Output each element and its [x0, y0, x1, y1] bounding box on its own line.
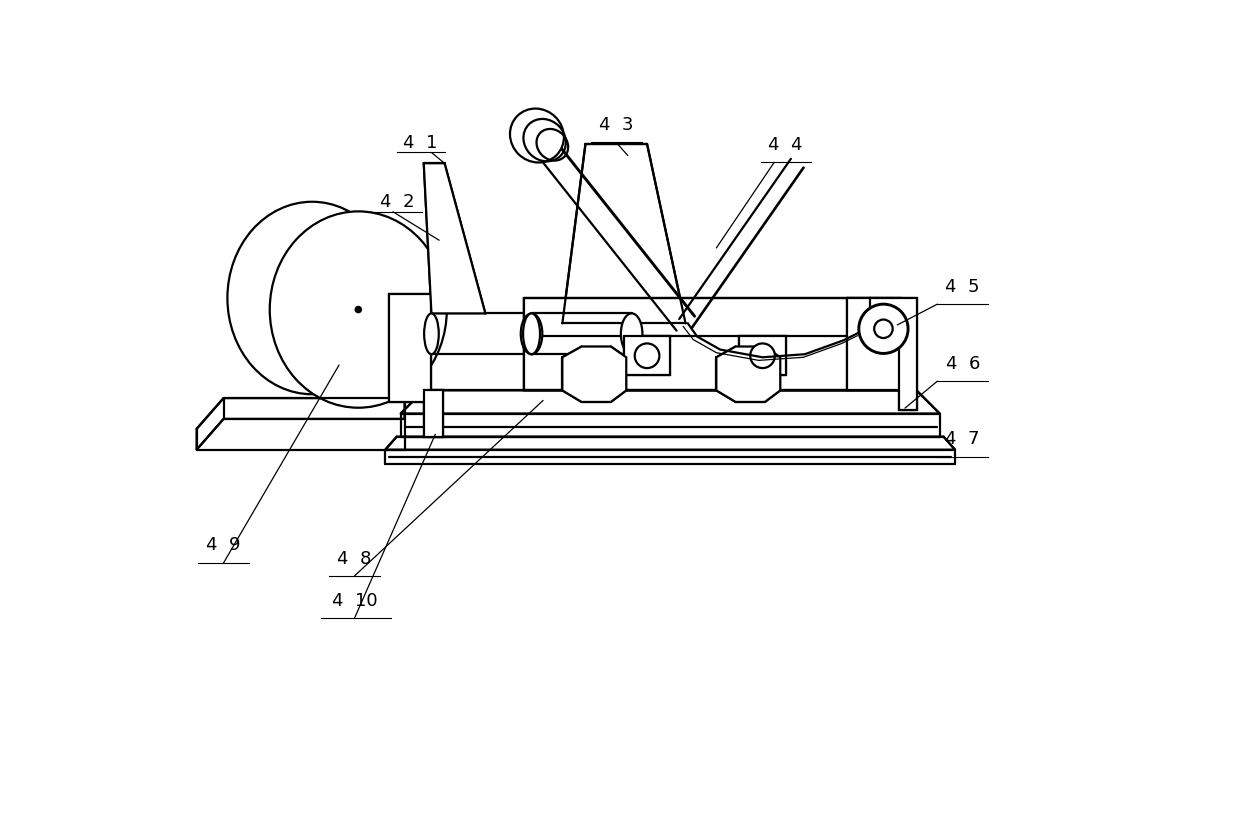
Text: 4  9: 4 9	[206, 536, 241, 554]
Polygon shape	[424, 390, 443, 437]
Polygon shape	[717, 346, 780, 402]
Circle shape	[635, 343, 660, 368]
Circle shape	[750, 343, 775, 368]
Polygon shape	[624, 337, 670, 375]
Text: 4  1: 4 1	[403, 134, 436, 152]
Ellipse shape	[270, 211, 446, 408]
Text: 4  3: 4 3	[599, 116, 634, 134]
Circle shape	[355, 306, 361, 313]
Polygon shape	[401, 390, 940, 413]
Polygon shape	[847, 298, 901, 390]
Text: 4  4: 4 4	[769, 136, 804, 154]
Polygon shape	[563, 346, 626, 402]
Polygon shape	[563, 144, 686, 324]
Ellipse shape	[510, 108, 564, 162]
Ellipse shape	[424, 314, 439, 355]
Text: 4  6: 4 6	[946, 355, 980, 372]
Polygon shape	[870, 298, 916, 410]
Text: 4  10: 4 10	[331, 592, 377, 610]
Polygon shape	[739, 337, 786, 375]
Ellipse shape	[621, 314, 642, 355]
Text: 4  8: 4 8	[337, 549, 372, 567]
Polygon shape	[386, 437, 955, 450]
Ellipse shape	[521, 314, 542, 355]
Polygon shape	[389, 294, 432, 402]
Circle shape	[859, 304, 908, 354]
Ellipse shape	[523, 314, 541, 355]
Text: 4  7: 4 7	[945, 430, 980, 448]
Text: 4  2: 4 2	[379, 193, 414, 211]
Polygon shape	[197, 398, 404, 450]
Polygon shape	[424, 163, 485, 314]
Polygon shape	[523, 298, 901, 390]
Text: 4  5: 4 5	[945, 278, 980, 296]
